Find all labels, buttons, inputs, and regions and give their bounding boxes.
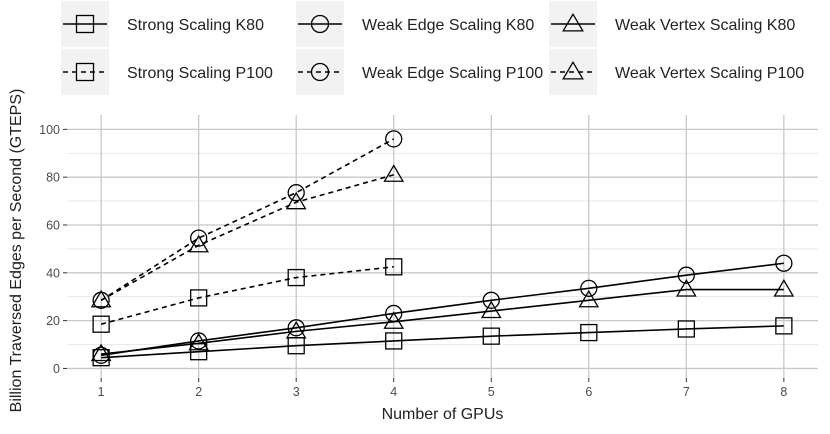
data-point-square: [677, 320, 695, 338]
data-point-circle: [287, 319, 305, 337]
data-point-circle: [677, 266, 695, 284]
x-tick-label: 7: [683, 385, 690, 399]
series-line: [101, 325, 784, 359]
data-point-square: [92, 315, 110, 333]
data-point-square: [775, 317, 793, 335]
x-tick-label: 8: [780, 385, 787, 399]
data-point-triangle: [285, 320, 307, 339]
y-tick-label: 60: [46, 218, 60, 232]
legend-item: Weak Edge Scaling K80: [296, 1, 534, 47]
x-tick-label: 4: [390, 385, 397, 399]
legend-item: Strong Scaling P100: [61, 49, 273, 95]
data-point-triangle: [578, 289, 600, 308]
series-strong-scaling-p100: [92, 258, 403, 333]
data-point-square: [385, 258, 403, 276]
legend-label: Weak Vertex Scaling K80: [615, 17, 795, 34]
legend-key-triangle: [562, 60, 584, 80]
legend-label: Strong Scaling P100: [127, 65, 273, 82]
y-tick-label: 40: [46, 266, 60, 280]
legend-key-circle: [310, 14, 330, 34]
legend-item: Weak Vertex Scaling K80: [549, 1, 795, 47]
data-point-square: [482, 327, 500, 345]
series-strong-scaling-k80: [92, 317, 793, 367]
y-tick-label: 80: [46, 171, 60, 185]
series-line: [101, 262, 784, 357]
series-weak-vertex-scaling-k80: [90, 279, 795, 362]
legend-key-square: [75, 62, 95, 82]
legend-key-circle: [310, 62, 330, 82]
series-line: [100, 266, 394, 325]
x-tick-label: 2: [195, 385, 202, 399]
data-point-circle: [482, 291, 500, 309]
data-point-circle: [385, 130, 403, 148]
x-tick-label: 1: [98, 385, 105, 399]
legend-key-triangle: [562, 12, 584, 32]
legend-label: Strong Scaling K80: [127, 17, 264, 34]
data-point-square: [385, 332, 403, 350]
series-line: [100, 174, 394, 301]
data-point-triangle: [285, 191, 307, 210]
legend: Strong Scaling K80 Weak Edge Scaling K80 W…: [61, 1, 804, 95]
y-tick-label: 0: [53, 362, 60, 376]
tick-labels: 0 20 40 60 80 100 1 2 3 4 5 6 7 8: [39, 123, 787, 399]
data-point-triangle: [188, 332, 210, 351]
data-point-triangle: [480, 300, 502, 319]
series-line: [100, 138, 395, 301]
x-tick-label: 6: [585, 385, 592, 399]
series-weak-vertex-scaling-p100: [90, 164, 405, 308]
legend-item: Strong Scaling K80: [61, 1, 264, 47]
series-layer: [90, 130, 795, 367]
data-point-circle: [92, 346, 110, 364]
data-point-triangle: [90, 289, 112, 308]
data-point-circle: [580, 279, 598, 297]
legend-item: Weak Vertex Scaling P100: [549, 49, 804, 95]
x-axis-title: Number of GPUs: [382, 406, 504, 423]
y-tick-label: 20: [46, 314, 60, 328]
y-tick-label: 100: [39, 123, 60, 137]
data-point-triangle: [773, 279, 795, 297]
data-point-circle: [775, 254, 793, 272]
data-point-circle: [287, 184, 305, 202]
legend-label: Weak Vertex Scaling P100: [615, 65, 804, 82]
series-weak-edge-scaling-k80: [92, 254, 793, 364]
legend-label: Weak Edge Scaling P100: [362, 65, 543, 82]
data-point-square: [190, 289, 208, 307]
data-point-triangle: [383, 164, 405, 182]
y-axis-title: Billion Traversed Edges per Second (GTEP…: [8, 89, 25, 413]
series-weak-edge-scaling-p100: [92, 130, 403, 309]
data-point-triangle: [675, 279, 697, 297]
legend-key-square: [75, 14, 95, 34]
data-point-triangle: [188, 234, 210, 253]
legend-item: Weak Edge Scaling P100: [296, 49, 543, 95]
data-point-triangle: [383, 311, 405, 329]
x-tick-label: 3: [293, 385, 300, 399]
x-tick-label: 5: [488, 385, 495, 399]
data-point-square: [580, 323, 598, 342]
legend-label: Weak Edge Scaling K80: [362, 17, 534, 34]
series-line: [101, 288, 784, 355]
data-point-triangle: [90, 343, 112, 362]
data-point-square: [287, 268, 305, 287]
